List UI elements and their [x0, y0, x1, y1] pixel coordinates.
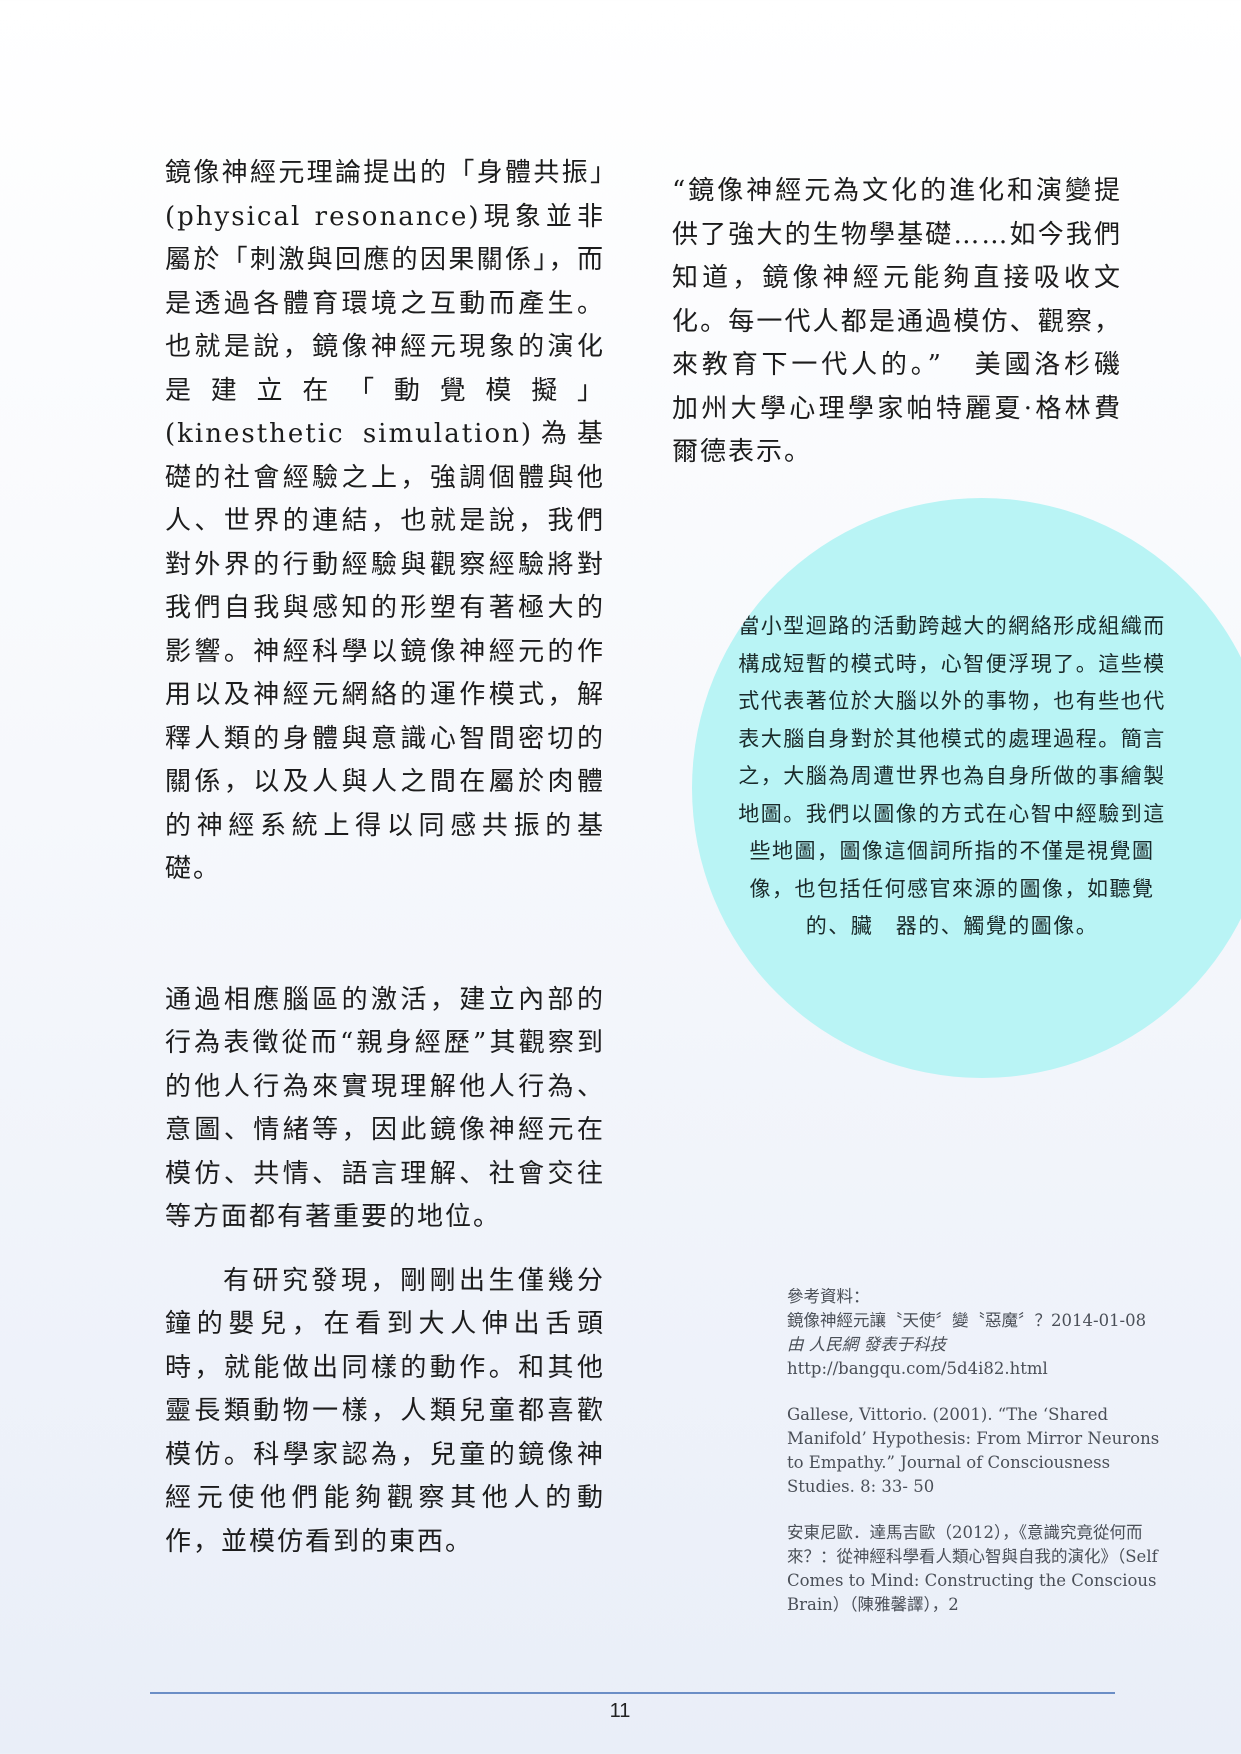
reference-item: Gallese, Vittorio. (2001). “The ‘Shared … — [787, 1405, 1160, 1496]
reference-item: 安東尼歐．達馬吉歐（2012），《意識究竟從何而來？：從神經科學看人類心智與自我… — [787, 1523, 1158, 1614]
reference-source: 由 人民網 發表于科技 — [787, 1335, 946, 1354]
footer-divider — [150, 1692, 1115, 1694]
quote-paragraph: “鏡像神經元為文化的進化和演變提供了強大的生物學基礎……如今我們知道，鏡像神經元… — [672, 176, 1122, 467]
reference-item: 鏡像神經元讓〝天使〞變〝惡魔〞？2014-01-08 由 人民網 發表于科技 h… — [787, 1309, 1167, 1381]
circle-text: 當小型迴路的活動跨越大的網絡形成組織而構成短暫的模式時，心智便浮現了。這些模式代… — [738, 614, 1177, 938]
highlight-circle: 當小型迴路的活動跨越大的網絡形成組織而構成短暫的模式時，心智便浮現了。這些模式代… — [692, 498, 1241, 1078]
body-paragraph: 鏡像神經元理論提出的「身體共振」(physical resonance)現象並非… — [165, 158, 605, 884]
references-heading: 參考資料： — [787, 1287, 870, 1306]
page-number: 11 — [609, 1700, 631, 1722]
left-column: 鏡像神經元理論提出的「身體共振」(physical resonance)現象並非… — [165, 152, 605, 1564]
reference-link[interactable]: http://bangqu.com/5d4i82.html — [787, 1359, 1048, 1378]
body-paragraph: 有研究發現，剛剛出生僅幾分鐘的嬰兒，在看到大人伸出舌頭時，就能做出同樣的動作。和… — [165, 1265, 605, 1557]
reference-title: 鏡像神經元讓〝天使〞變〝惡魔〞？2014-01-08 — [787, 1311, 1147, 1330]
body-paragraph: 通過相應腦區的激活，建立內部的行為表徵從而“親身經歷”其觀察到的他人行為來實現理… — [165, 984, 605, 1233]
references: 參考資料： 鏡像神經元讓〝天使〞變〝惡魔〞？2014-01-08 由 人民網 發… — [787, 1285, 1167, 1617]
